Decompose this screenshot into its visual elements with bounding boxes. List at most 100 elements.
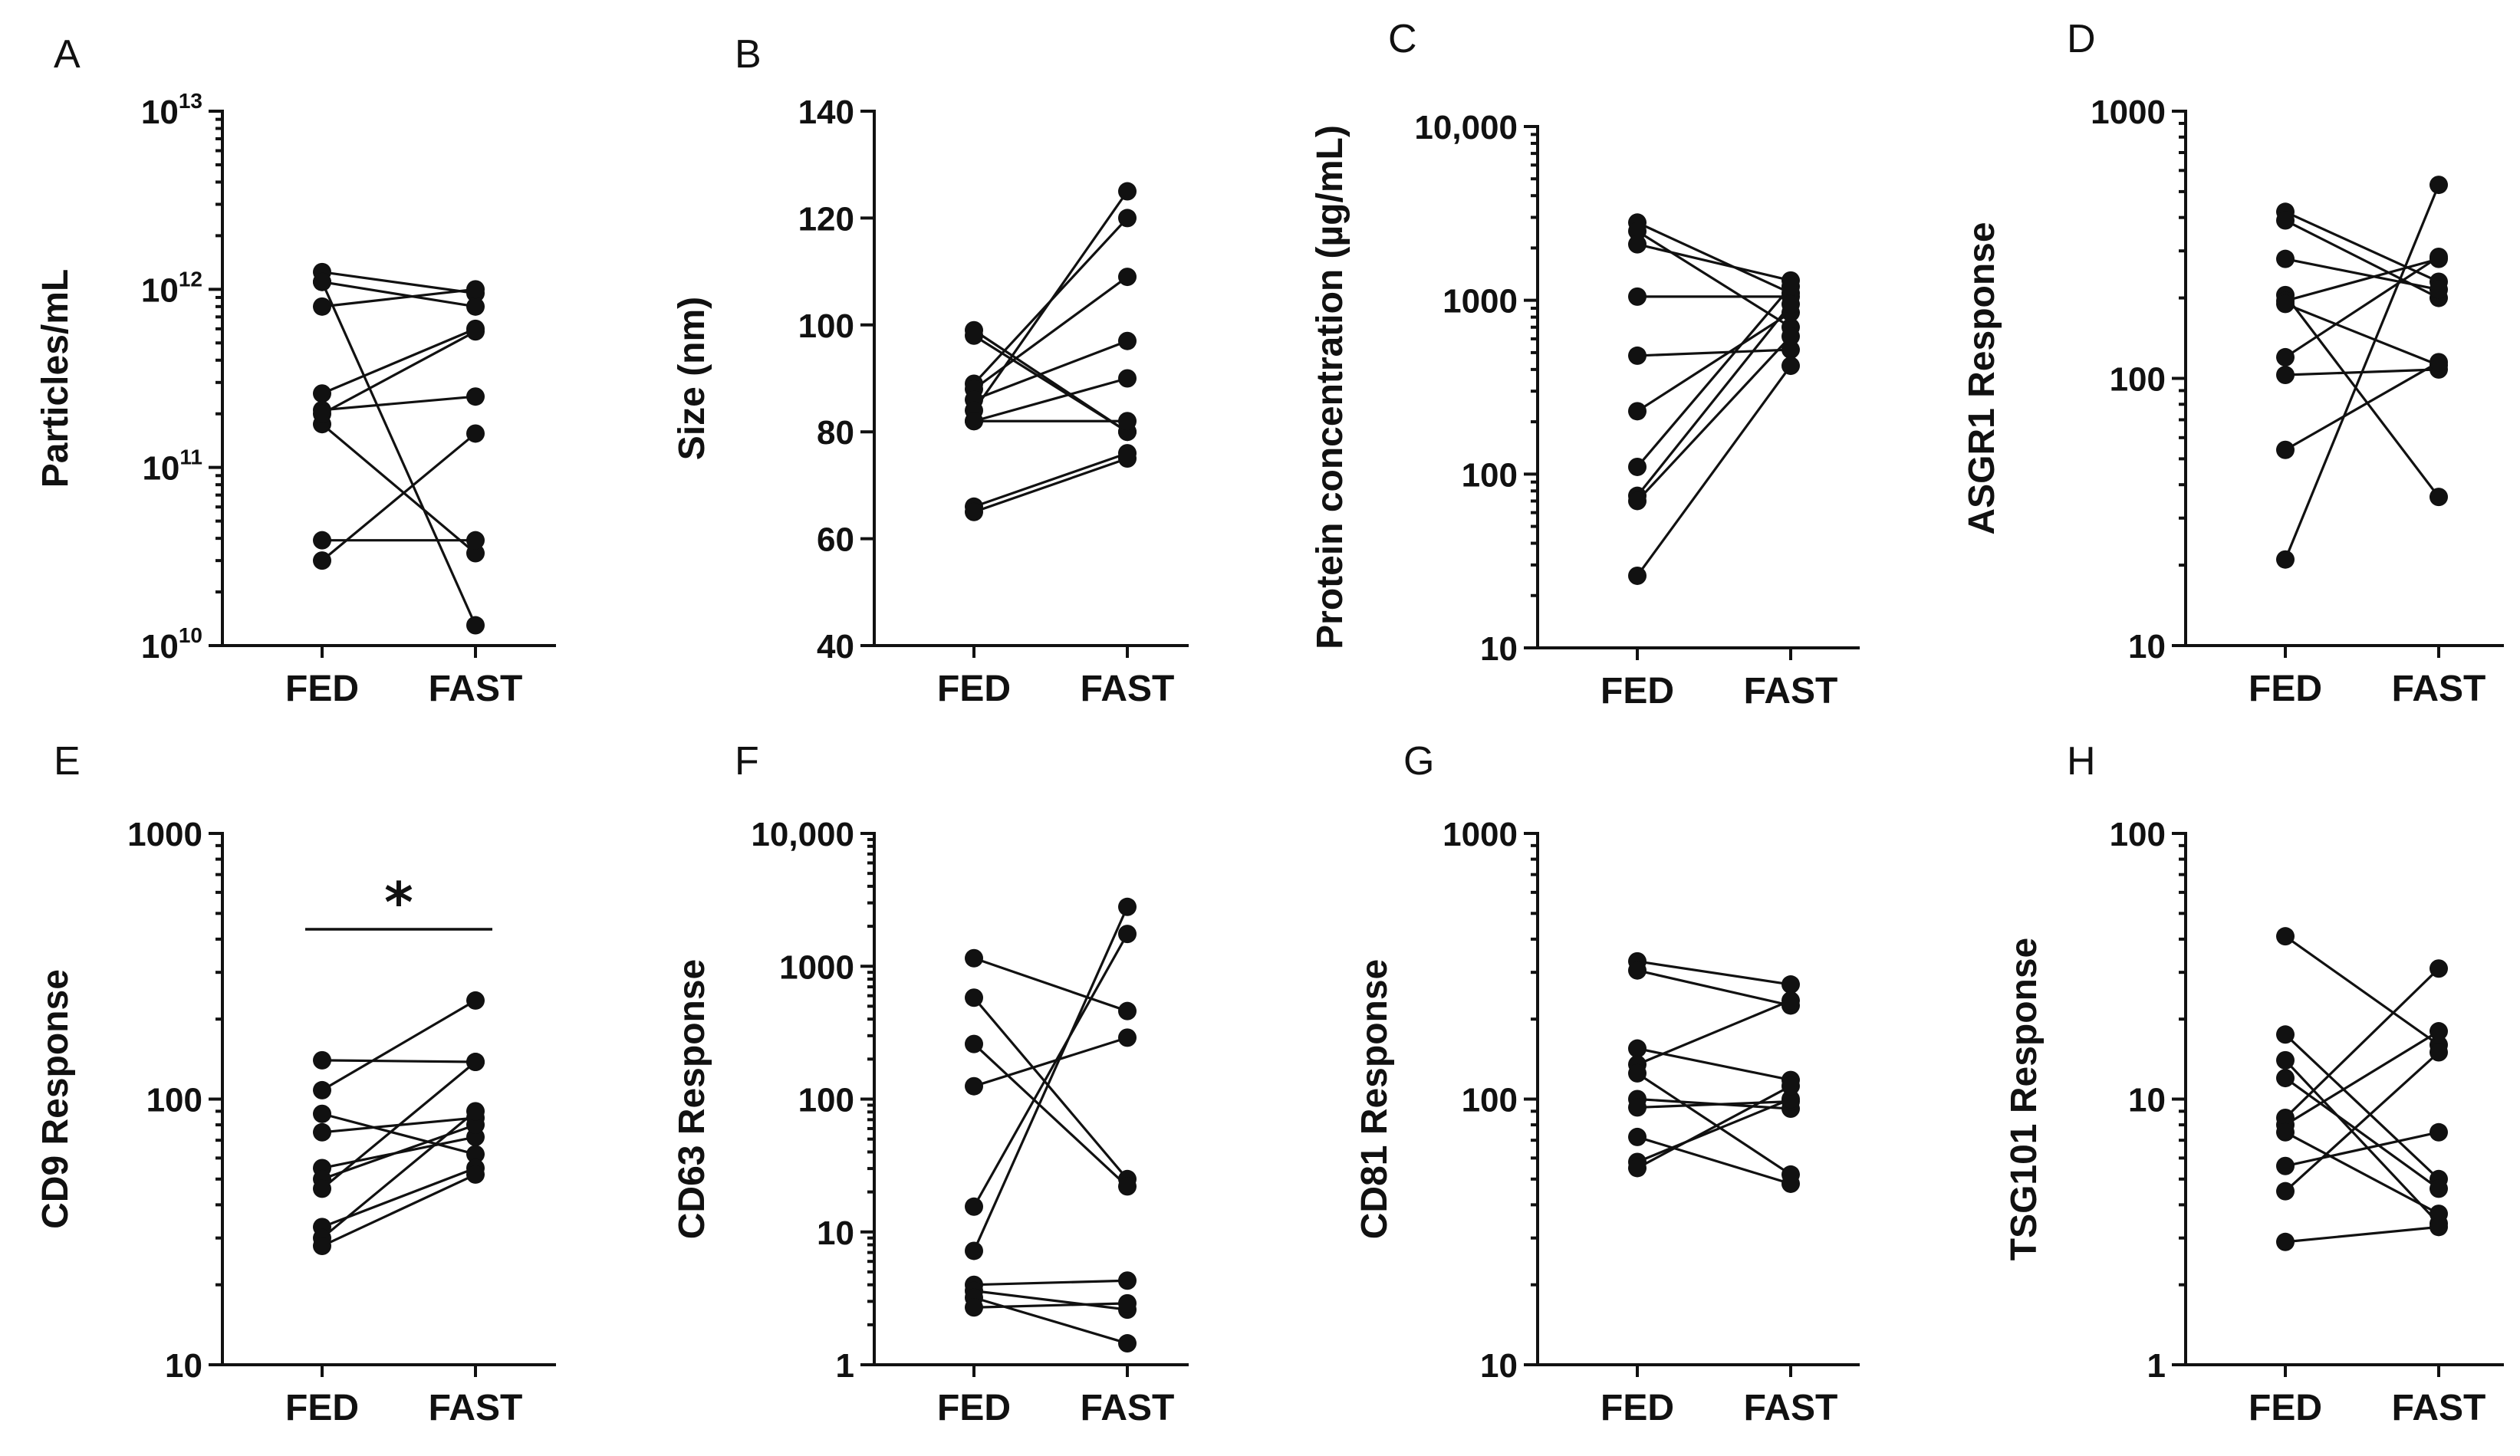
category-label-fast: FAST	[1081, 1388, 1175, 1428]
pair-line-6	[972, 190, 1129, 412]
pair-line-1	[2285, 210, 2439, 283]
point-fast-10	[466, 322, 485, 341]
point-fed-2	[313, 1080, 331, 1099]
point-fast-10	[1118, 1293, 1137, 1313]
point-fast-7	[2430, 247, 2448, 266]
point-fast-5	[1781, 340, 1800, 360]
pair-line-9	[973, 1296, 1128, 1345]
y-axis-title: CD63 Response	[672, 959, 712, 1239]
category-label-fast: FAST	[1081, 669, 1175, 709]
category-label-fed: FED	[1600, 1388, 1674, 1428]
point-fed-6	[1628, 402, 1647, 421]
point-fast-3	[1118, 209, 1137, 228]
y-tick-label: 10	[2128, 1082, 2166, 1119]
panel-letter: D	[2067, 17, 2096, 61]
point-fast-5	[1118, 331, 1137, 350]
point-fast-6	[1118, 897, 1137, 916]
pair-line-7	[973, 1279, 1128, 1287]
point-fed-1	[965, 948, 983, 968]
point-fed-3	[1628, 1039, 1647, 1058]
pair-line-9	[1636, 335, 1792, 502]
y-tick-label: 100	[2110, 816, 2166, 853]
point-fed-2	[2276, 211, 2295, 230]
point-fast-4	[1781, 991, 1800, 1010]
pair-line-3	[2284, 1059, 2440, 1224]
y-tick-label: 80	[817, 414, 854, 452]
y-tick-label: 10	[817, 1214, 854, 1252]
point-fed-3	[965, 1034, 983, 1053]
y-tick-label: 1	[836, 1347, 854, 1385]
category-label-fast: FAST	[429, 669, 523, 709]
pair-line-10	[321, 330, 476, 416]
pair-line-5	[1637, 348, 1791, 357]
point-fed-4	[313, 384, 331, 403]
pair-line-9	[321, 1110, 477, 1239]
point-fed-7	[2276, 1122, 2295, 1142]
pair-line-7	[2285, 1131, 2439, 1215]
point-fast-9	[1118, 1334, 1137, 1353]
point-fast-9	[2430, 1043, 2448, 1062]
category-label-fed: FED	[937, 1388, 1011, 1428]
point-fast-5	[2430, 959, 2448, 978]
y-tick-label: 1000	[779, 948, 854, 986]
panel-letter: A	[54, 32, 81, 77]
pair-line-7	[973, 376, 1128, 422]
point-fast-4	[2430, 1179, 2448, 1198]
pair-line-10	[2284, 184, 2440, 560]
y-tick-label: 1012	[141, 267, 202, 309]
point-fed-4	[965, 1076, 983, 1096]
y-axis-title: Particles/mL	[35, 269, 76, 488]
point-fast-2	[466, 297, 485, 316]
point-fed-6	[965, 1241, 983, 1260]
point-fast-3	[466, 1145, 485, 1164]
pair-line-4	[1637, 999, 1791, 1066]
point-fed-3	[1628, 235, 1647, 254]
y-axis-title: Size (nm)	[672, 297, 712, 460]
y-tick-label: 60	[817, 521, 854, 559]
point-fed-10	[2276, 550, 2295, 569]
point-fast-7	[1781, 277, 1800, 296]
y-tick-label: 100	[1462, 456, 1518, 494]
point-fast-4	[1118, 268, 1137, 287]
pair-line-5	[1637, 1072, 1791, 1176]
y-tick-label: 140	[798, 94, 854, 131]
pair-line-6	[1637, 311, 1791, 412]
y-tick-label: 10,000	[1414, 109, 1518, 146]
pair-line-2	[1637, 969, 1791, 1007]
pair-line-9	[1637, 1098, 1791, 1163]
y-axis-title: ASGR1 Response	[1962, 222, 2002, 534]
category-label-fed: FED	[2249, 1388, 2322, 1428]
point-fed-1	[2276, 927, 2295, 946]
panel-letter: B	[735, 32, 762, 77]
point-fed-7	[2276, 347, 2295, 366]
point-fed-2	[965, 326, 983, 345]
pair-line-9	[973, 452, 1128, 508]
pair-line-2	[2284, 1034, 2440, 1180]
panel-c: C 10 100 1000 10,000 FED FAST Protein concentra…	[1310, 17, 1860, 712]
pair-line-2	[2285, 219, 2439, 300]
point-fast-4	[2430, 488, 2448, 507]
point-fast-5	[466, 387, 485, 406]
point-fed-10	[2276, 1232, 2295, 1251]
point-fast-2	[466, 991, 485, 1010]
y-axis-title: CD9 Response	[35, 969, 76, 1229]
y-tick-label: 100	[1462, 1082, 1518, 1119]
point-fed-7	[313, 1179, 331, 1198]
category-label-fed: FED	[937, 669, 1011, 709]
panel-letter: C	[1388, 17, 1417, 61]
point-fed-10	[1628, 566, 1647, 585]
y-tick-label: 120	[798, 200, 854, 238]
point-fed-6	[2276, 294, 2295, 314]
point-fast-7	[1118, 1271, 1137, 1290]
point-fed-10	[965, 1298, 983, 1317]
pair-line-4	[2285, 1076, 2439, 1190]
point-fed-7	[313, 531, 331, 550]
point-fed-5	[1628, 1063, 1647, 1083]
pair-line-9	[2284, 1051, 2440, 1192]
point-fast-6	[466, 544, 485, 563]
pair-line-1	[321, 1059, 476, 1063]
point-fed-8	[2276, 366, 2295, 385]
point-fast-8	[466, 424, 485, 443]
pair-line-2	[973, 334, 1128, 433]
